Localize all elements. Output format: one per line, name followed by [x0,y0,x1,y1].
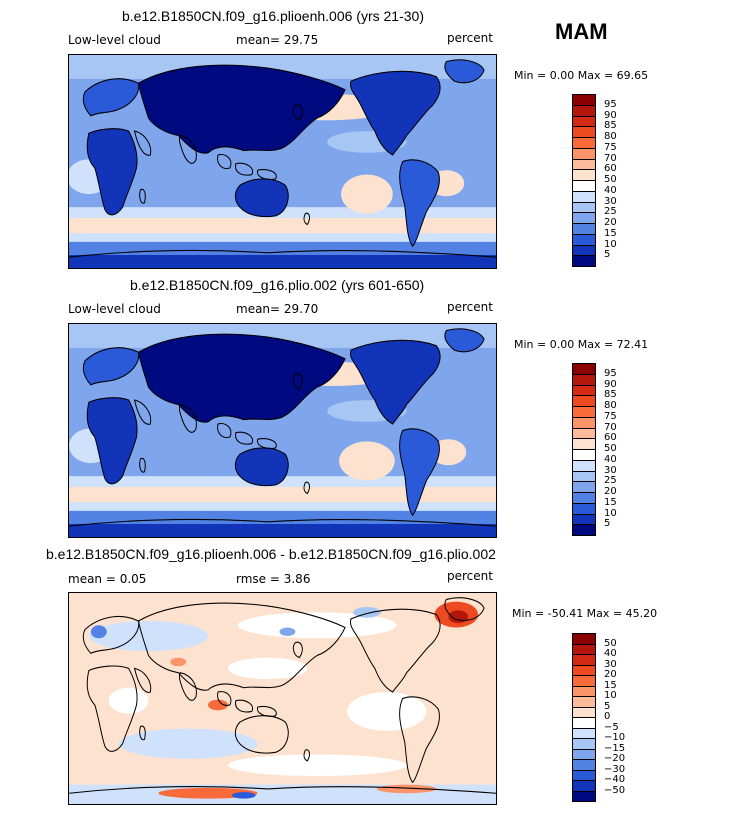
panel-3-colorbar-swatch [572,790,596,802]
panel-1-colorbar-tick-label: 10 [604,238,617,250]
panel-2-colorbar-tick-label: 70 [604,421,617,433]
panel-2-colorbar-tick-label: 85 [604,389,617,401]
panel-2-units-label: percent [447,300,493,314]
panel-2-left-label: Low-level cloud [68,302,161,316]
panel-3-colorbar-tick-label: −5 [604,721,619,733]
panel-3-colorbar-tick-label: −10 [604,732,626,743]
panel-2-mean-label: mean= 29.70 [236,302,319,316]
panel-2-colorbar-tick-label: 60 [604,432,617,444]
panel-2-colorbar-tick-label: 90 [604,378,617,390]
season-label: MAM [555,19,608,44]
panel-1-colorbar-tick-label: 80 [604,131,617,142]
panel-1-colorbar-tick-label: 90 [604,109,617,121]
panel-1-colorbar-tick-label: 85 [604,120,617,132]
panel-1-colorbar-tick-label: 40 [604,184,617,196]
panel-3-colorbar-tick-label: 15 [604,679,617,691]
panel-3-colorbar-tick-label: −40 [604,774,626,785]
panel-2-colorbar-tick-label: 75 [604,410,617,422]
panel-1-units-label: percent [447,31,493,45]
panel-1-colorbar-tick-label: 95 [604,98,617,110]
panel-1-colorbar: 95 90 85 80 75 70 60 50 40 30 25 20 15 10 5 [572,94,632,267]
panel-1-colorbar-swatch [572,255,596,267]
panel-2-map [68,323,497,538]
panel-2-colorbar: 95 90 85 80 75 70 60 50 40 30 25 20 15 10 5 [572,363,632,536]
panel-1-colorbar-tick-label: 30 [604,195,617,207]
panel-2-colorbar-tick-label: 95 [604,367,617,379]
panel-3-colorbar-tick-label: −30 [604,763,626,775]
panel-3-colorbar-tick-label: 10 [604,690,617,701]
panel-2-title: b.e12.B1850CN.f09_g16.plio.002 (yrs 601-… [130,277,425,293]
panel-1-mean-label: mean= 29.75 [236,33,319,47]
panel-1-title: b.e12.B1850CN.f09_g16.plioenh.006 (yrs 2… [122,8,424,24]
panel-1-colorbar-tick-label: 25 [604,206,617,218]
panel-3-colorbar-tick-label: 0 [604,711,611,722]
panel-1-colorbar-tick-label: 70 [604,152,617,164]
panel-3-mean-label: mean = 0.05 [68,572,147,586]
panel-2-colorbar-tick-label: 5 [604,518,611,530]
panel-2-colorbar-tick-label: 50 [604,443,617,454]
panel-3-colorbar-tick-label: 20 [604,669,617,680]
panel-1-colorbar-tick-label: 5 [604,249,611,261]
panel-3-map [68,592,497,805]
panel-2-colorbar-tick-label: 25 [604,475,617,487]
panel-1-colorbar-tick-label: 75 [604,141,617,153]
panel-1-map [68,54,497,269]
panel-1-left-label: Low-level cloud [68,33,161,47]
panel-3-units-label: percent [447,569,493,583]
panel-3-colorbar-tick-label: 40 [604,648,617,659]
panel-1-colorbar-tick-label: 15 [604,227,617,239]
panel-3-colorbar-tick-label: 50 [604,637,617,649]
panel-1-minmax: Min = 0.00 Max = 69.65 [514,69,649,82]
panel-3-colorbar-tick-label: −50 [604,784,626,796]
panel-3-colorbar-tick-label: −15 [604,742,626,754]
panel-3-rmse-label: rmse = 3.86 [236,572,311,586]
panel-2-minmax: Min = 0.00 Max = 72.41 [514,338,649,351]
panel-3-colorbar-tick-label: −20 [604,753,626,764]
panel-2-colorbar-tick-label: 10 [604,507,617,519]
panel-2-colorbar-tick-label: 30 [604,464,617,476]
panel-2-colorbar-swatch [572,524,596,536]
panel-1-colorbar-tick-label: 20 [604,217,617,228]
panel-3-colorbar: 50 40 30 20 15 10 5 0 −5 −10 −15 −20 −30 −40 −50 [572,633,632,802]
panel-2-colorbar-tick-label: 15 [604,496,617,508]
panel-2-colorbar-tick-label: 40 [604,453,617,465]
panel-3-title: b.e12.B1850CN.f09_g16.plioenh.006 - b.e1… [46,546,496,562]
panel-2-colorbar-tick-label: 20 [604,486,617,497]
panel-3-colorbar-tick-label: 30 [604,658,617,670]
panel-3-colorbar-tick-label: 5 [604,700,611,712]
panel-2-colorbar-tick-label: 80 [604,400,617,411]
panel-1-colorbar-tick-label: 50 [604,174,617,185]
panel-3-minmax: Min = -50.41 Max = 45.20 [512,607,658,620]
panel-1-colorbar-tick-label: 60 [604,163,617,175]
